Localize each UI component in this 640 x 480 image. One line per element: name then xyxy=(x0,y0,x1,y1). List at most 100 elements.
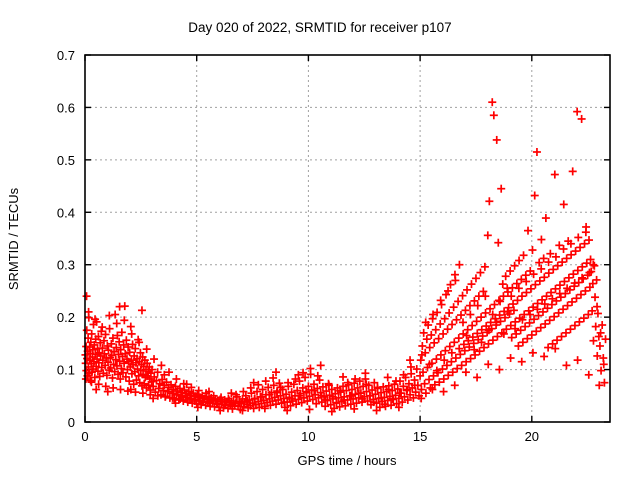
data-point-marker xyxy=(523,334,532,343)
data-point-marker xyxy=(595,341,604,350)
data-point-marker xyxy=(459,318,467,327)
data-point-marker xyxy=(406,356,415,365)
data-point-marker xyxy=(544,269,553,278)
data-point-marker xyxy=(131,388,140,397)
data-point-marker xyxy=(537,264,546,273)
data-point-marker xyxy=(495,365,504,374)
data-point-marker xyxy=(209,391,218,400)
data-point-marker xyxy=(454,334,463,343)
data-point-marker xyxy=(318,382,327,391)
data-point-marker xyxy=(295,377,304,386)
data-point-marker xyxy=(117,364,126,373)
data-point-marker xyxy=(417,350,426,359)
data-point-marker xyxy=(116,375,125,384)
data-point-marker xyxy=(399,370,408,379)
data-point-marker xyxy=(153,368,162,377)
data-point-marker xyxy=(90,373,99,382)
data-point-marker xyxy=(446,280,455,289)
data-point-marker xyxy=(435,378,444,387)
data-point-marker xyxy=(503,287,512,296)
data-point-marker xyxy=(447,357,456,366)
data-point-marker xyxy=(515,256,524,265)
data-point-marker xyxy=(568,297,577,306)
data-point-marker xyxy=(480,343,488,352)
data-point-marker xyxy=(546,249,555,258)
data-point-marker xyxy=(561,328,570,337)
data-point-marker xyxy=(588,279,597,288)
data-point-marker xyxy=(449,303,458,312)
data-point-marker xyxy=(517,292,526,301)
data-point-marker xyxy=(569,270,578,279)
data-point-marker xyxy=(205,399,214,408)
data-point-marker xyxy=(501,272,510,281)
data-point-marker xyxy=(551,344,560,353)
y-tick-label: 0.6 xyxy=(57,100,75,115)
data-point-marker xyxy=(595,381,604,390)
data-point-marker xyxy=(351,375,360,384)
data-point-marker xyxy=(430,338,439,347)
y-tick-label: 0.5 xyxy=(57,153,75,168)
data-point-marker xyxy=(286,401,295,410)
data-point-marker xyxy=(472,317,481,326)
data-point-marker xyxy=(82,326,91,335)
data-point-marker xyxy=(585,236,593,245)
data-point-marker xyxy=(447,348,456,357)
data-point-marker xyxy=(384,385,393,394)
data-point-marker xyxy=(578,273,587,282)
data-point-marker xyxy=(430,380,439,389)
data-point-marker xyxy=(568,167,577,176)
data-point-marker xyxy=(403,385,412,394)
data-point-marker xyxy=(84,307,93,316)
data-point-marker xyxy=(121,372,130,381)
data-point-marker xyxy=(489,111,498,120)
data-point-marker xyxy=(575,317,584,326)
data-point-marker xyxy=(373,383,382,392)
data-point-marker xyxy=(104,358,113,367)
data-point-marker xyxy=(471,274,480,283)
data-point-marker xyxy=(442,361,451,370)
data-point-marker xyxy=(550,170,559,179)
data-point-marker xyxy=(125,377,134,386)
data-point-marker xyxy=(559,305,568,314)
data-point-marker xyxy=(120,359,129,368)
data-point-marker xyxy=(462,331,471,340)
data-point-marker xyxy=(299,368,308,377)
data-point-marker xyxy=(94,358,103,367)
data-point-marker xyxy=(158,375,167,384)
x-tick-label: 0 xyxy=(81,429,88,444)
data-point-marker xyxy=(533,305,542,314)
data-point-marker xyxy=(495,311,504,320)
data-point-marker xyxy=(362,380,371,389)
data-point-marker xyxy=(289,380,298,389)
data-point-marker xyxy=(457,361,466,370)
data-point-marker xyxy=(269,381,278,390)
data-point-marker xyxy=(529,303,538,312)
data-point-marker xyxy=(524,226,533,235)
data-point-marker xyxy=(498,280,507,289)
data-point-marker xyxy=(532,327,541,336)
data-point-marker xyxy=(276,383,285,392)
data-point-marker xyxy=(98,344,107,353)
data-point-marker xyxy=(525,318,534,327)
data-point-marker xyxy=(121,349,130,358)
data-point-marker xyxy=(190,397,199,406)
data-point-marker xyxy=(456,311,465,320)
data-point-marker xyxy=(536,323,545,332)
data-point-marker xyxy=(555,241,564,250)
data-point-marker xyxy=(153,391,162,400)
data-point-marker xyxy=(540,352,549,361)
data-point-marker xyxy=(116,385,125,394)
data-point-marker xyxy=(172,390,181,399)
data-point-marker xyxy=(470,345,479,354)
data-point-marker xyxy=(448,320,457,329)
data-point-marker xyxy=(559,244,568,253)
data-point-marker xyxy=(522,277,531,286)
data-point-marker xyxy=(394,403,403,412)
data-point-marker xyxy=(585,268,594,277)
data-point-marker xyxy=(161,392,170,401)
data-point-marker xyxy=(427,330,436,339)
data-point-marker xyxy=(512,329,521,338)
data-point-marker xyxy=(518,315,527,324)
data-point-marker xyxy=(109,383,118,392)
data-point-marker xyxy=(463,285,472,294)
